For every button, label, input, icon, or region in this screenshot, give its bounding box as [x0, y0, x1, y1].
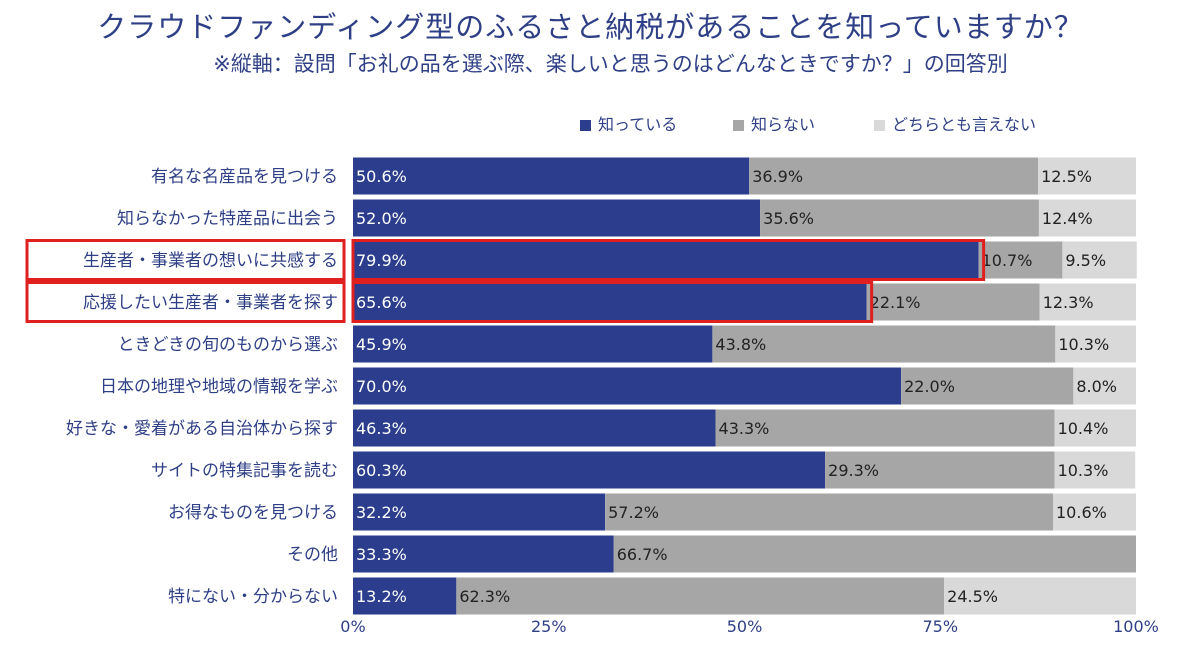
bar-3-row-6: [1073, 367, 1136, 405]
bar-3-row-3: [1062, 241, 1137, 279]
highlight-label-box-row-4: [25, 281, 346, 323]
data-label-2-row-7: 43.3%: [719, 419, 770, 438]
data-label-1-row-10: 33.3%: [356, 545, 407, 564]
data-label-2-row-5: 43.8%: [715, 335, 766, 354]
category-label-11: 特にない・分からない: [168, 587, 338, 607]
bar-1-row-4: [353, 283, 867, 321]
data-label-2-row-9: 57.2%: [608, 503, 659, 522]
data-label-2-row-2: 35.6%: [763, 209, 814, 228]
legend-swatch-1: [580, 120, 591, 131]
category-label-2: 知らなかった特産品に出会う: [117, 209, 338, 229]
data-label-1-row-9: 32.2%: [356, 503, 407, 522]
legend-label-2: 知らない: [751, 115, 815, 134]
data-label-3-row-3: 9.5%: [1065, 251, 1106, 270]
bar-3-row-11: [944, 577, 1136, 615]
data-label-3-row-6: 8.0%: [1076, 377, 1117, 396]
category-label-9: お得なものを見つける: [168, 503, 338, 523]
data-label-1-row-7: 46.3%: [356, 419, 407, 438]
data-label-1-row-5: 45.9%: [356, 335, 407, 354]
bar-3-row-7: [1054, 409, 1136, 447]
category-label-8: サイトの特集記事を読む: [151, 461, 338, 481]
category-label-3: 生産者・事業者の想いに共感する: [83, 251, 338, 271]
category-label-6: 日本の地理や地域の情報を学ぶ: [100, 377, 338, 397]
bar-3-row-8: [1054, 451, 1136, 489]
bar-1-row-3: [353, 241, 979, 279]
data-label-2-row-11: 62.3%: [459, 587, 510, 606]
data-label-3-row-7: 10.4%: [1058, 419, 1109, 438]
data-label-1-row-6: 70.0%: [356, 377, 407, 396]
bar-1-row-8: [353, 451, 826, 489]
bar-3-row-1: [1038, 157, 1136, 195]
data-label-2-row-4: 22.1%: [870, 293, 921, 312]
highlight-bar-box-row-3: [351, 239, 986, 281]
bar-1-row-5: [353, 325, 713, 363]
data-label-3-row-2: 12.4%: [1042, 209, 1093, 228]
x-tick-label-3: 50%: [727, 617, 763, 636]
bar-2-row-9: [605, 493, 1054, 531]
bar-2-row-4: [866, 283, 1040, 321]
bar-1-row-7: [353, 409, 716, 447]
x-tick-label-4: 75%: [922, 617, 958, 636]
bar-1-row-6: [353, 367, 902, 405]
x-tick-label-5: 100%: [1113, 617, 1159, 636]
category-label-1: 有名な名産品を見つける: [151, 167, 338, 187]
bar-2-row-6: [901, 367, 1074, 405]
category-label-7: 好きな・愛着がある自治体から探す: [66, 419, 338, 439]
legend-label-3: どちらとも言えない: [892, 115, 1036, 134]
bar-1-row-10: [353, 535, 614, 573]
data-label-1-row-4: 65.6%: [356, 293, 407, 312]
category-label-10: その他: [287, 545, 338, 565]
data-label-3-row-1: 12.5%: [1041, 167, 1092, 186]
x-tick-label-2: 25%: [531, 617, 567, 636]
bar-1-row-1: [353, 157, 750, 195]
data-label-2-row-10: 66.7%: [617, 545, 668, 564]
data-label-3-row-5: 10.3%: [1058, 335, 1109, 354]
data-label-2-row-1: 36.9%: [752, 167, 803, 186]
legend-swatch-2: [733, 120, 744, 131]
bar-1-row-11: [353, 577, 457, 615]
bar-3-row-4: [1039, 283, 1136, 321]
legend-swatch-3: [874, 120, 885, 131]
bar-3-row-2: [1038, 199, 1136, 237]
data-label-3-row-9: 10.6%: [1056, 503, 1107, 522]
bar-2-row-5: [712, 325, 1056, 363]
data-label-2-row-3: 10.7%: [982, 251, 1033, 270]
data-label-3-row-4: 12.3%: [1043, 293, 1094, 312]
category-label-4: 応援したい生産者・事業者を探す: [83, 293, 338, 313]
bar-2-row-2: [760, 199, 1039, 237]
bar-3-row-9: [1053, 493, 1136, 531]
bar-2-row-11: [456, 577, 945, 615]
bar-2-row-8: [825, 451, 1055, 489]
bar-3-row-5: [1055, 325, 1136, 363]
x-tick-label-1: 0%: [340, 617, 365, 636]
data-label-3-row-8: 10.3%: [1058, 461, 1109, 480]
bar-2-row-7: [715, 409, 1055, 447]
data-label-1-row-2: 52.0%: [356, 209, 407, 228]
data-label-1-row-11: 13.2%: [356, 587, 407, 606]
data-label-3-row-11: 24.5%: [947, 587, 998, 606]
bar-2-row-10: [613, 535, 1136, 573]
chart-title: クラウドファンディング型のふるさと納税があることを知っていますか？: [97, 10, 1084, 44]
data-label-2-row-6: 22.0%: [904, 377, 955, 396]
data-label-1-row-1: 50.6%: [356, 167, 407, 186]
highlight-label-box-row-3: [25, 239, 346, 281]
highlight-bar-box-row-4: [351, 281, 874, 323]
bar-2-row-3: [978, 241, 1063, 279]
category-label-5: ときどきの旬のものから選ぶ: [118, 335, 339, 355]
bar-2-row-1: [749, 157, 1039, 195]
chart-subtitle: ※縦軸：設問「お礼の品を選ぶ際、楽しいと思うのはどんなときですか？」の回答別: [213, 52, 1008, 76]
bar-1-row-9: [353, 493, 606, 531]
data-label-2-row-8: 29.3%: [828, 461, 879, 480]
legend-label-1: 知っている: [598, 115, 677, 134]
data-label-1-row-3: 79.9%: [356, 251, 407, 270]
data-label-1-row-8: 60.3%: [356, 461, 407, 480]
bar-1-row-2: [353, 199, 761, 237]
